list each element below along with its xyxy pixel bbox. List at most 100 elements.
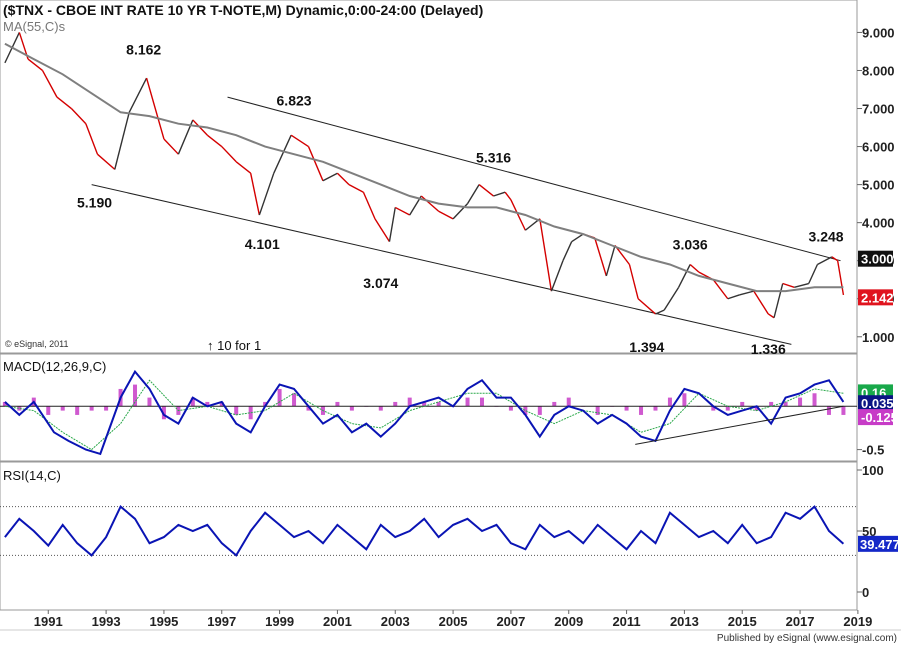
price-segment xyxy=(637,298,656,315)
macd-histogram-bar xyxy=(783,401,788,407)
footer-credit: Published by eSignal (www.esignal.com) xyxy=(717,633,897,644)
price-segment xyxy=(438,210,454,220)
macd-histogram-bar xyxy=(335,401,340,407)
ma-indicator-label: MA(55,C)s xyxy=(3,19,66,34)
price-segment xyxy=(782,282,795,288)
x-axis-tick-label: 1995 xyxy=(149,614,178,629)
x-axis-tick-label: 2009 xyxy=(554,614,583,629)
price-segment xyxy=(605,245,616,277)
macd-histogram-bar xyxy=(508,406,513,411)
price-segment xyxy=(808,264,819,284)
macd-histogram-bar xyxy=(248,406,253,420)
macd-histogram-bar xyxy=(234,406,239,415)
macd-histogram-bar xyxy=(566,397,571,407)
rsi-y-tick-label: 50 xyxy=(862,524,876,539)
macd-histogram-bar xyxy=(407,397,412,407)
macd-histogram-bar xyxy=(682,393,687,407)
macd-histogram-bar xyxy=(740,401,745,407)
macd-signal-tag-bg xyxy=(858,409,893,426)
macd-indicator-label: MACD(12,26,9,C) xyxy=(3,359,106,374)
price-segment xyxy=(689,263,700,273)
x-axis-tick-label: 2017 xyxy=(786,614,815,629)
macd-line xyxy=(4,369,845,456)
price-segment xyxy=(677,264,691,288)
price-segment xyxy=(831,256,839,262)
macd-histogram-bar xyxy=(292,393,297,407)
price-segment xyxy=(70,108,87,125)
price-segment xyxy=(206,134,223,148)
price-segment xyxy=(478,184,494,197)
x-axis-tick-label: 2005 xyxy=(439,614,468,629)
macd-histogram-bar xyxy=(479,397,484,407)
rsi-indicator-label: RSI(14,C) xyxy=(3,468,61,483)
macd-histogram-bar xyxy=(812,393,817,407)
price-channel-line xyxy=(227,96,841,262)
price-segment xyxy=(794,282,809,289)
price-segment xyxy=(727,294,740,300)
ma-55-line xyxy=(4,42,844,293)
price-segment xyxy=(27,58,43,72)
macd-histogram-bar xyxy=(798,397,803,407)
price-segment xyxy=(388,207,396,242)
price-annotation-label: 1.336 xyxy=(751,341,786,357)
macd-histogram-bar xyxy=(349,406,354,411)
macd-histogram-bar xyxy=(639,406,644,415)
macd-histogram-tag-bg xyxy=(858,395,893,412)
rsi-y-tick-label: 0 xyxy=(862,585,869,600)
macd-signal-tag: -0.125 xyxy=(861,410,898,425)
price-segment xyxy=(348,183,364,193)
macd-histogram-bar xyxy=(393,401,398,407)
macd-y-tick-label: -0.5 xyxy=(862,443,884,458)
price-segment xyxy=(594,237,607,277)
price-segment xyxy=(56,96,72,110)
x-axis-tick-label: 1999 xyxy=(265,614,294,629)
price-segment xyxy=(550,260,564,292)
price-segment xyxy=(510,199,526,231)
price-segment xyxy=(493,191,506,197)
price-segment xyxy=(571,233,584,243)
price-segment xyxy=(258,172,275,216)
price-y-tick-label: 1.000 xyxy=(862,330,895,345)
macd-histogram-bar xyxy=(147,397,152,407)
macd-histogram-bar xyxy=(205,401,210,407)
split-note: ↑ 10 for 1 xyxy=(207,338,261,353)
macd-histogram-bar xyxy=(841,406,846,415)
price-annotation-label: 3.074 xyxy=(363,275,398,291)
macd-histogram-bar xyxy=(769,401,774,407)
macd-histogram-bar xyxy=(667,397,672,407)
price-y-tick-label: 7.000 xyxy=(862,102,895,117)
price-segment xyxy=(307,146,324,182)
macd-histogram-bar xyxy=(60,406,65,411)
price-annotation-label: 1.394 xyxy=(629,339,664,355)
macd-histogram-bar xyxy=(552,401,557,407)
x-axis-tick-label: 2003 xyxy=(381,614,410,629)
price-segment xyxy=(539,218,553,292)
macd-histogram-bar xyxy=(161,406,166,420)
macd-histogram-bar xyxy=(306,406,311,411)
x-axis-tick-label: 2001 xyxy=(323,614,352,629)
price-segment xyxy=(655,309,665,315)
macd-histogram-bar xyxy=(465,397,470,407)
price-segment xyxy=(114,112,130,170)
macd-histogram-tag: 0.035 xyxy=(861,396,894,411)
price-channel-line xyxy=(91,184,792,345)
x-axis-tick-label: 2007 xyxy=(496,614,525,629)
price-segment xyxy=(221,146,237,163)
price-segment xyxy=(96,153,116,170)
macd-histogram-bar xyxy=(104,406,109,411)
price-last-tag-bg xyxy=(858,289,893,306)
price-upper-tag-bg xyxy=(858,250,893,267)
price-last-tag: 2.142 xyxy=(861,290,894,305)
macd-histogram-bar xyxy=(523,406,528,415)
price-segment xyxy=(290,134,309,148)
price-segment xyxy=(773,283,784,318)
price-segment xyxy=(163,138,179,155)
price-annotation-label: 5.190 xyxy=(77,194,112,210)
price-y-tick-label: 5.000 xyxy=(862,178,895,193)
macd-histogram-bar xyxy=(624,406,629,411)
price-y-tick-label: 9.000 xyxy=(862,25,895,40)
price-segment xyxy=(712,279,729,300)
x-axis-tick-label: 1997 xyxy=(207,614,236,629)
price-segment xyxy=(273,134,292,174)
x-axis-tick-label: 2015 xyxy=(728,614,757,629)
